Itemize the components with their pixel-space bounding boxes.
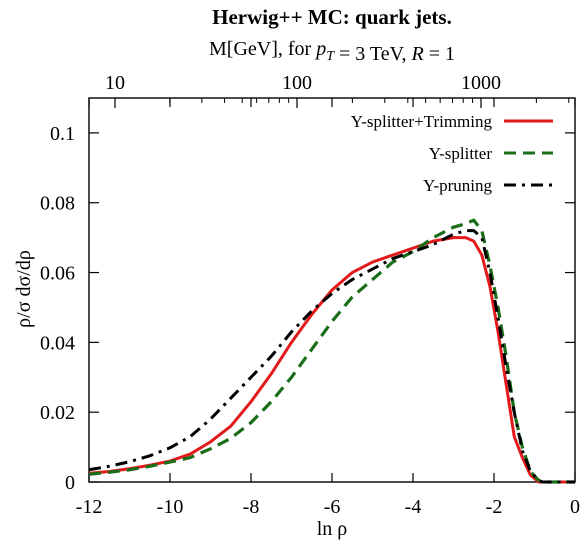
x-axis-tick-label: -4 (405, 496, 422, 518)
x-axis-label: ln ρ (317, 518, 348, 540)
chart-subtitle: M[GeV], for pT = 3 TeV, R = 1 (209, 38, 455, 65)
legend-label: Y-splitter (429, 144, 493, 163)
y-axis-tick-label: 0.06 (40, 263, 75, 285)
legend-label: Y-splitter+Trimming (351, 112, 493, 131)
top-axis-ticks: 10 100 1000 (105, 72, 570, 108)
series-line-y-splitter-trimming (88, 236, 575, 484)
x-axis-tick-label: -2 (486, 496, 503, 518)
series-line-y-pruning (88, 229, 575, 484)
x-axis-tick-label: -6 (324, 496, 341, 518)
top-axis-tick-label: 100 (282, 72, 312, 94)
y-axis-tick-label: 0.08 (40, 193, 75, 215)
legend: Y-splitter+Trimming Y-splitter Y-pruning (351, 112, 553, 195)
x-axis-tick-label: -10 (157, 496, 184, 518)
x-axis-tick-label: 0 (570, 496, 580, 518)
y-axis-tick-label: 0.1 (50, 123, 75, 145)
x-axis-ticks: -12 -10 -8 -6 -4 -2 0 (76, 98, 580, 518)
x-axis-tick-label: -8 (243, 496, 260, 518)
y-axis-tick-label: 0.02 (40, 402, 75, 424)
top-axis-tick-label: 1000 (461, 72, 501, 94)
y-axis-tick-label: 0 (65, 472, 75, 494)
y-axis-ticks: 0 0.02 0.04 0.06 0.08 0.1 (40, 123, 575, 494)
series-layer (88, 218, 575, 484)
y-axis-label: ρ/σ dσ/dρ (13, 250, 35, 328)
y-axis-tick-label: 0.04 (40, 332, 75, 354)
top-axis-tick-label: 10 (105, 72, 125, 94)
x-axis-tick-label: -12 (76, 496, 103, 518)
legend-label: Y-pruning (423, 176, 492, 195)
chart-title: Herwig++ MC: quark jets. (212, 5, 452, 29)
